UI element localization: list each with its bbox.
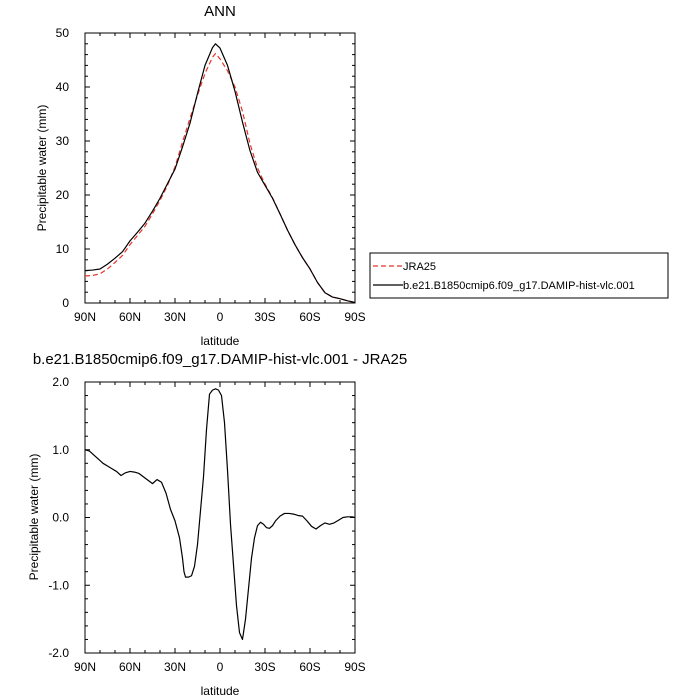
y-tick-label: 20 — [56, 188, 70, 202]
legend-label-model: b.e21.B1850cmip6.f09_g17.DAMIP-hist-vlc.… — [403, 280, 635, 292]
legend: JRA25 b.e21.B1850cmip6.f09_g17.DAMIP-his… — [369, 252, 669, 299]
y-tick-label: 40 — [56, 80, 70, 94]
x-tick-label: 90N — [74, 660, 96, 674]
y-tick-label: 2.0 — [52, 375, 69, 389]
x-tick-label: 60S — [299, 660, 320, 674]
plot-frame — [84, 32, 356, 304]
x-tick-label: 60S — [299, 310, 320, 324]
x-tick-label: 0 — [217, 660, 224, 674]
x-tick-label: 90N — [74, 310, 96, 324]
chart-annual-mean: ANN 90N 60N 30N 0 30S 60S 90S 0 10 20 30 40 50 latit… — [35, 3, 669, 348]
legend-box — [369, 252, 669, 299]
legend-label-jra25: JRA25 — [403, 261, 436, 273]
y-tick-label: 50 — [56, 26, 70, 40]
x-tick-label: 0 — [217, 310, 224, 324]
series-line-model — [84, 43, 356, 304]
y-tick-label: 1.0 — [52, 443, 69, 457]
series-line-jra25 — [84, 52, 356, 304]
y-axis-label: Precipitable water (mm) — [35, 105, 49, 232]
chart-difference: b.e21.B1850cmip6.f09_g17.DAMIP-hist-vlc.… — [27, 351, 407, 698]
y-tick-label: -1.0 — [48, 578, 69, 592]
plot-frame — [84, 381, 356, 654]
y-tick-label: 0.0 — [52, 511, 69, 525]
x-axis-label: latitude — [201, 684, 240, 698]
x-tick-label: 60N — [119, 660, 141, 674]
y-tick-label: 10 — [56, 242, 70, 256]
x-tick-label: 90S — [344, 660, 365, 674]
chart-title: ANN — [204, 3, 236, 20]
series-line-difference — [84, 388, 356, 641]
x-tick-label: 60N — [119, 310, 141, 324]
x-tick-label: 90S — [344, 310, 365, 324]
x-tick-label: 30S — [254, 310, 275, 324]
x-axis-label: latitude — [201, 334, 240, 348]
x-tick-label: 30N — [164, 310, 186, 324]
y-tick-label: 0 — [62, 296, 69, 310]
y-axis-label: Precipitable water (mm) — [27, 454, 41, 581]
x-tick-label: 30S — [254, 660, 275, 674]
chart-title: b.e21.B1850cmip6.f09_g17.DAMIP-hist-vlc.… — [33, 351, 407, 368]
y-tick-label: -2.0 — [48, 646, 69, 660]
y-tick-label: 30 — [56, 134, 70, 148]
x-tick-label: 30N — [164, 660, 186, 674]
